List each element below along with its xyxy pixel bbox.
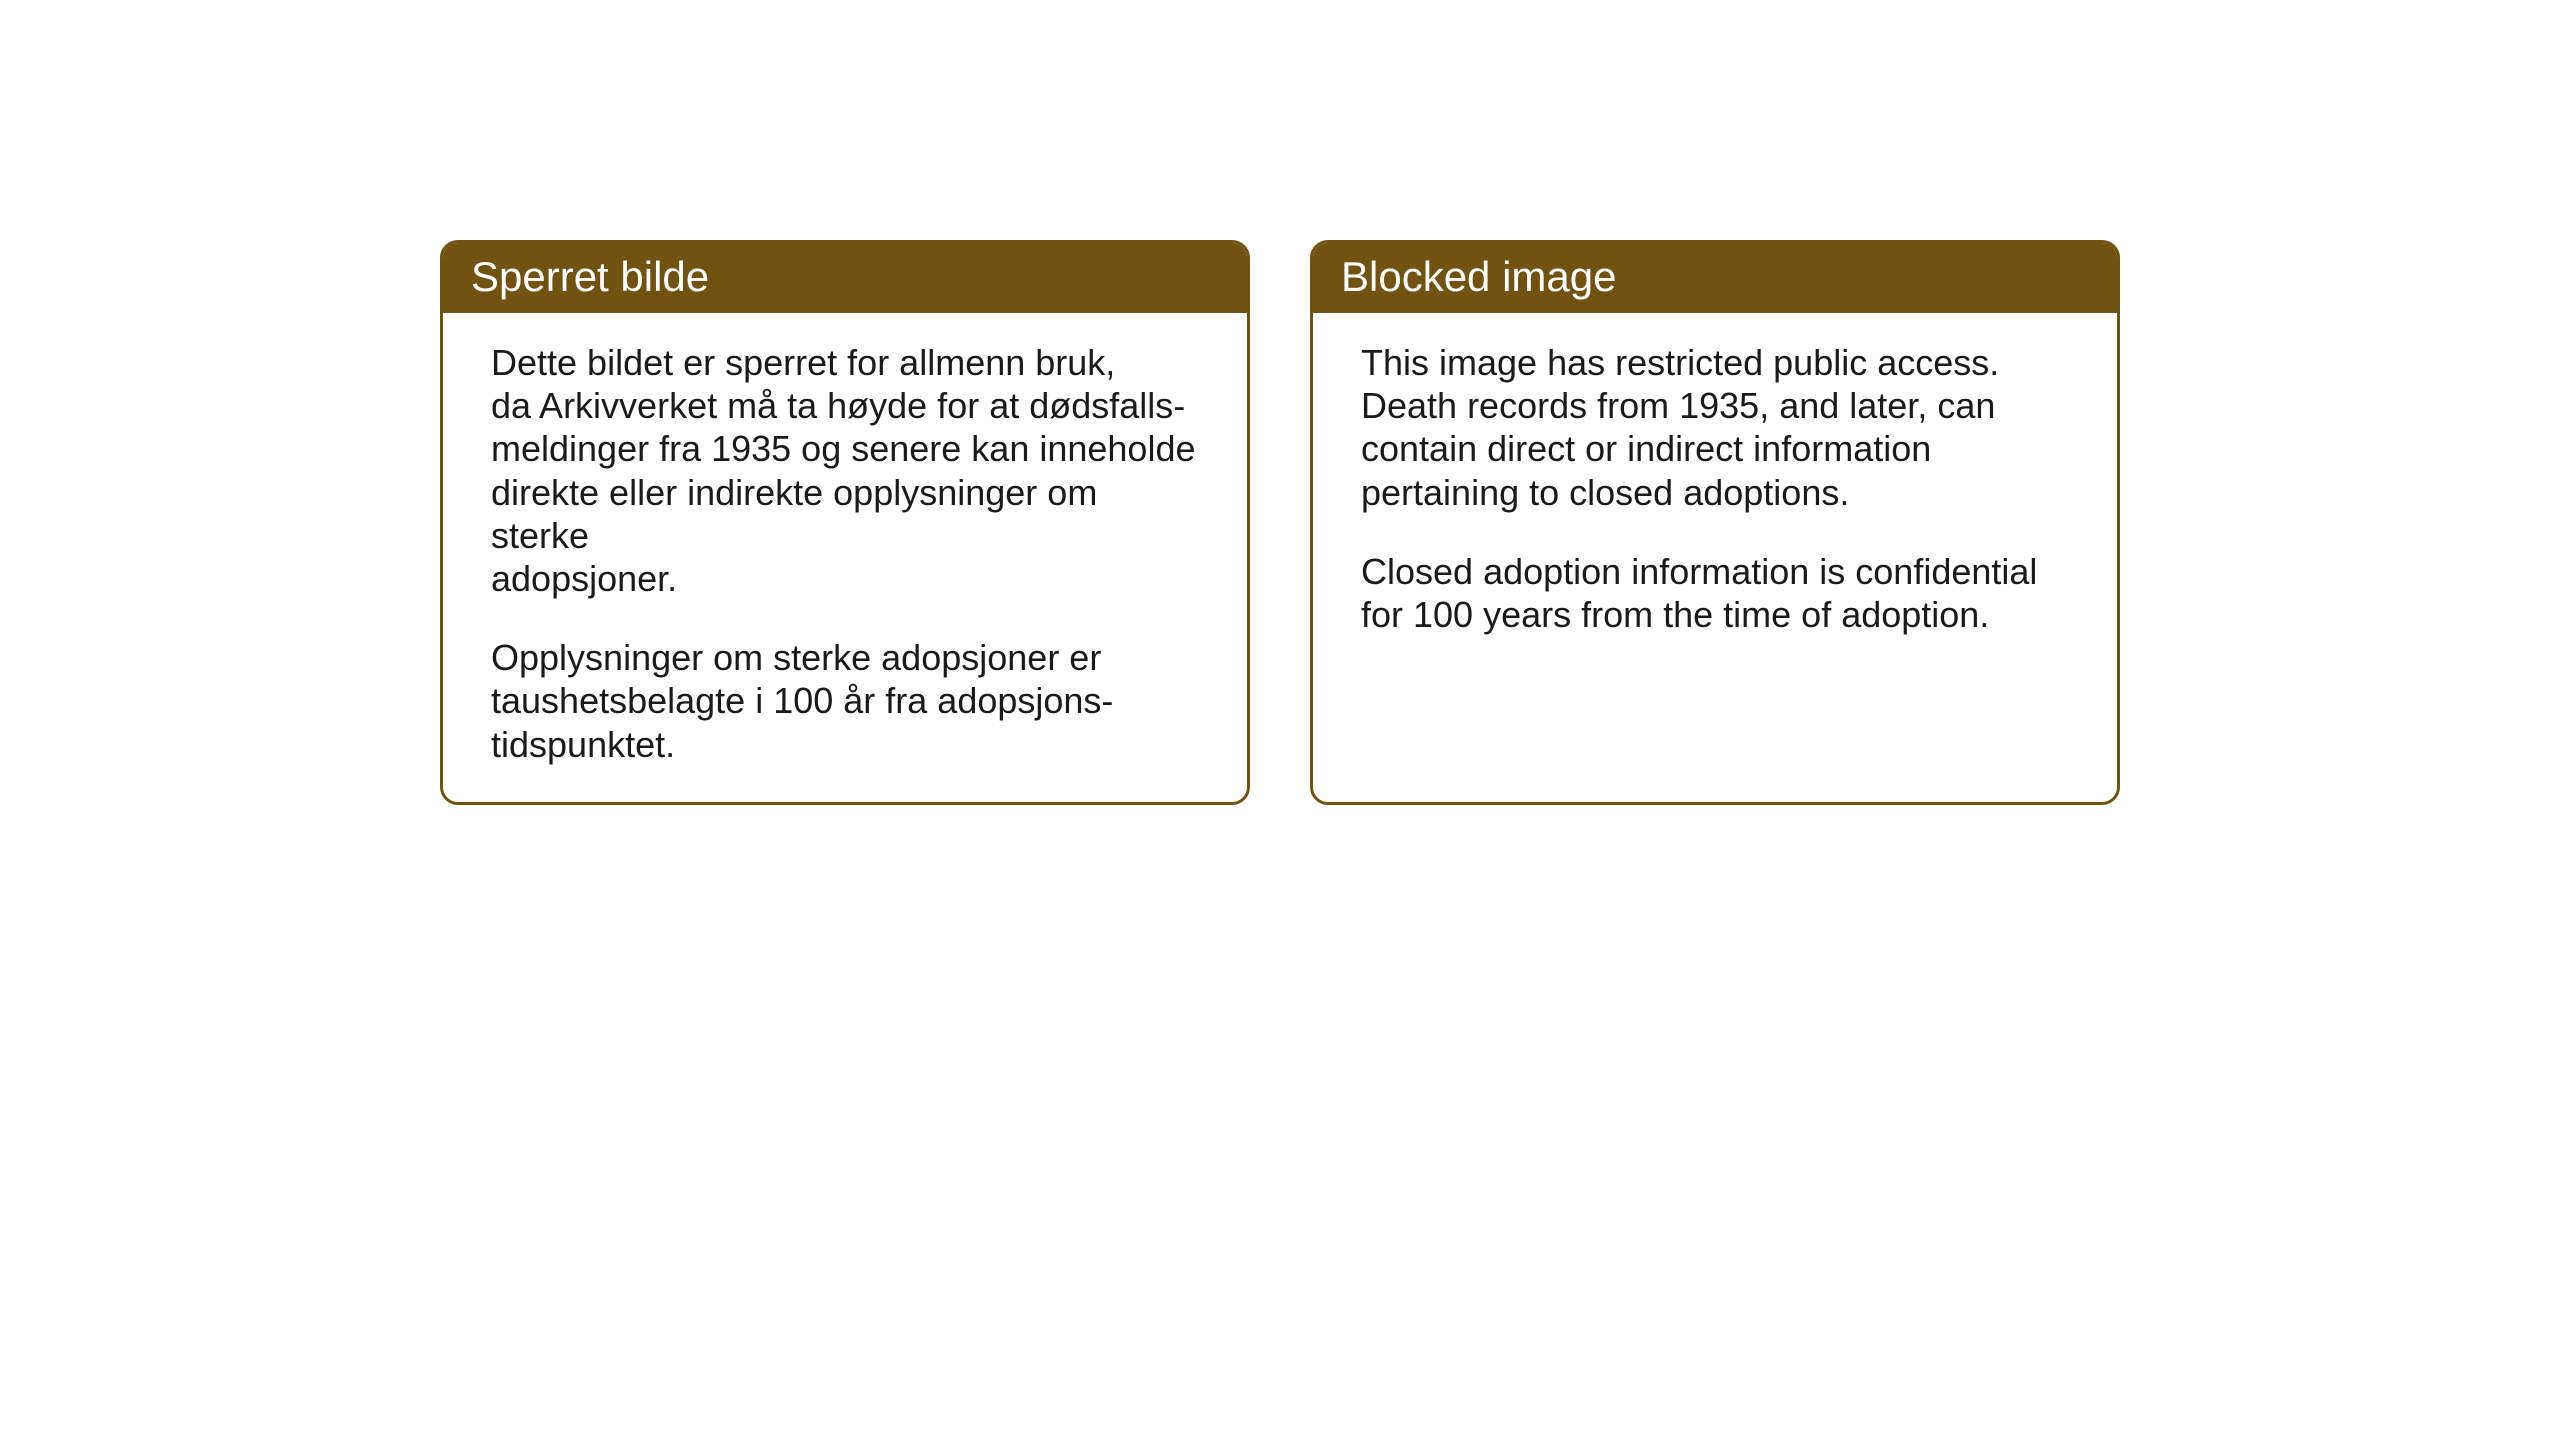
card-header-norwegian: Sperret bilde: [443, 243, 1247, 313]
card-body-english: This image has restricted public access.…: [1313, 313, 2117, 713]
card-paragraph-1-norwegian: Dette bildet er sperret for allmenn bruk…: [491, 341, 1199, 600]
card-title-norwegian: Sperret bilde: [471, 253, 709, 300]
cards-container: Sperret bilde Dette bildet er sperret fo…: [440, 240, 2120, 805]
card-body-norwegian: Dette bildet er sperret for allmenn bruk…: [443, 313, 1247, 802]
card-paragraph-2-english: Closed adoption information is confident…: [1361, 550, 2069, 636]
card-paragraph-1-english: This image has restricted public access.…: [1361, 341, 2069, 514]
card-paragraph-2-norwegian: Opplysninger om sterke adopsjoner ertaus…: [491, 636, 1199, 766]
card-title-english: Blocked image: [1341, 253, 1616, 300]
card-english: Blocked image This image has restricted …: [1310, 240, 2120, 805]
card-norwegian: Sperret bilde Dette bildet er sperret fo…: [440, 240, 1250, 805]
card-header-english: Blocked image: [1313, 243, 2117, 313]
